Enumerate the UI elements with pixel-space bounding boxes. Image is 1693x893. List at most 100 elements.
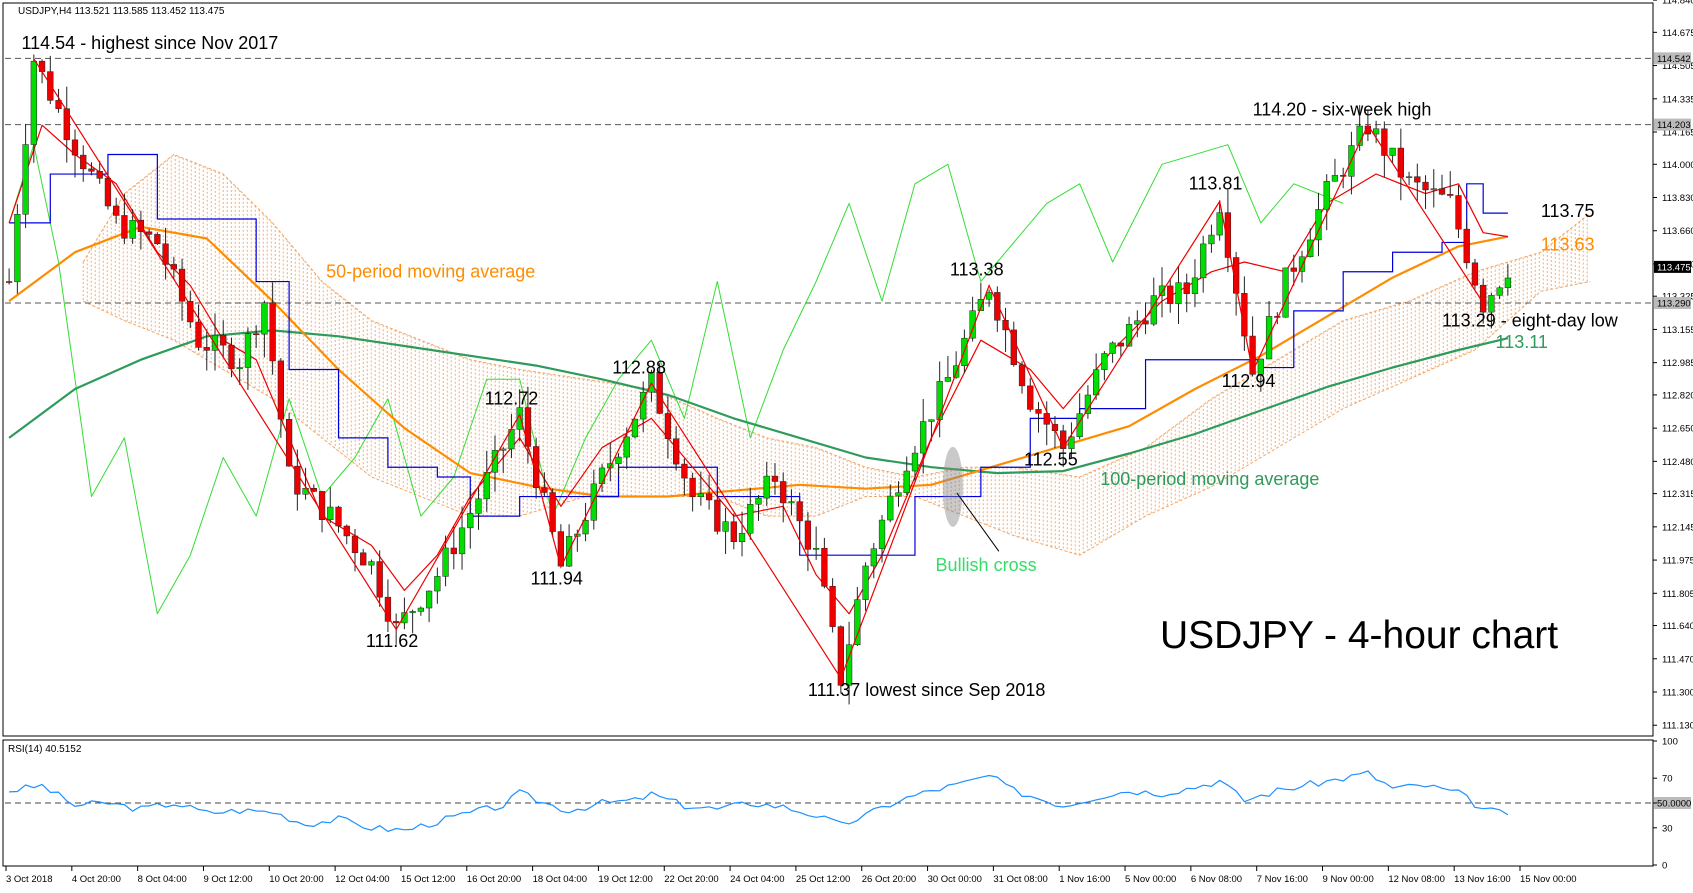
candle-body (763, 475, 770, 499)
candle-body (813, 547, 820, 550)
time-tick-label: 15 Nov 00:00 (1520, 874, 1577, 885)
candle-body (1447, 194, 1454, 196)
candle-body (1488, 295, 1495, 313)
rsi-tick-label: 70 (1662, 774, 1673, 785)
candle-body (887, 495, 894, 521)
candle-body (689, 477, 696, 498)
candle-body (203, 347, 210, 351)
candle-body (1167, 285, 1174, 304)
candle-body (434, 576, 441, 592)
candle-body (1323, 181, 1330, 210)
candle-body (796, 501, 803, 522)
time-tick-label: 19 Oct 12:00 (598, 874, 652, 885)
price-tick-label: 113.660 (1662, 226, 1693, 237)
annotation-label: 113.81 (1189, 174, 1243, 194)
rsi-level-label: 50.0000 (1657, 799, 1691, 810)
candle-body (944, 377, 952, 382)
price-tag-label: 114.203 (1657, 120, 1691, 131)
annotation-label: 113.75 (1541, 201, 1595, 221)
candle-body (417, 607, 424, 612)
candle-body (771, 475, 779, 482)
candle-body (121, 215, 128, 239)
candle-body (425, 590, 433, 609)
time-tick-label: 22 Oct 20:00 (664, 874, 718, 885)
candle-body (277, 360, 285, 420)
candle-body (1257, 358, 1264, 375)
candle-body (1084, 394, 1092, 414)
candle-body (1372, 128, 1380, 135)
candle-body (533, 446, 540, 488)
candle-body (673, 438, 680, 465)
candle-body (1331, 175, 1339, 182)
annotation-label: 112.55 (1024, 449, 1078, 469)
candle-body (1438, 188, 1446, 195)
time-tick-label: 10 Oct 20:00 (269, 874, 323, 885)
price-tick-label: 114.505 (1662, 61, 1693, 72)
time-tick-label: 30 Oct 00:00 (928, 874, 982, 885)
annotation-label: Bullish cross (936, 555, 1037, 575)
candle-body (1430, 188, 1437, 191)
candle-body (1471, 262, 1479, 286)
annotation-label: 111.37 lowest since Sep 2018 (808, 680, 1046, 700)
candle-body (977, 298, 984, 311)
candle-body (211, 334, 219, 351)
candle-body (1158, 285, 1166, 296)
candle-body (442, 547, 449, 577)
candle-body (1389, 147, 1396, 156)
price-tick-label: 111.975 (1662, 556, 1693, 567)
candle-body (1018, 364, 1026, 387)
candle-body (920, 421, 927, 454)
candle-body (285, 418, 293, 467)
bullish-cross-arrow (956, 492, 1000, 552)
candle-body (541, 487, 548, 493)
candle-body (327, 506, 334, 520)
rsi-header: RSI(14) 40.5152 (8, 744, 82, 755)
price-tag (1654, 118, 1691, 131)
candle-body (1101, 353, 1108, 370)
time-tick-label: 7 Nov 16:00 (1257, 874, 1308, 885)
price-tick-label: 114.165 (1662, 128, 1693, 139)
candle-body (1035, 409, 1042, 414)
candle-body (450, 547, 457, 555)
candle-body (360, 552, 367, 566)
time-tick-label: 5 Nov 00:00 (1125, 874, 1176, 885)
candle-body (878, 519, 886, 549)
annotation-label: 111.94 (531, 569, 583, 589)
price-tick-label: 112.985 (1662, 358, 1693, 369)
candle-body (1504, 277, 1512, 289)
annotation-label: 100-period moving average (1100, 469, 1319, 489)
price-tag (1654, 52, 1691, 65)
candle-body (244, 333, 252, 368)
candle-body (738, 532, 746, 543)
candle-body (14, 214, 21, 283)
candle-body (162, 243, 169, 265)
annotation-label: 111.62 (366, 631, 418, 651)
candle-body (80, 154, 87, 170)
candle-body (829, 586, 836, 627)
candle-body (55, 100, 62, 109)
candle-body (154, 234, 161, 245)
candle-body (705, 493, 713, 501)
candle-body (5, 281, 13, 283)
candle-body (582, 520, 589, 535)
price-tick-label: 111.130 (1662, 721, 1693, 732)
candle-body (1414, 176, 1421, 183)
candle-body (30, 60, 37, 145)
rsi-tick-label: 30 (1662, 823, 1673, 834)
candle-body (129, 219, 136, 239)
candle-body (755, 497, 762, 505)
candle-body (623, 436, 630, 458)
time-tick-label: 26 Oct 20:00 (862, 874, 916, 885)
price-tick-label: 112.820 (1662, 390, 1693, 401)
candle-body (1175, 282, 1182, 304)
price-tick-label: 112.650 (1662, 424, 1693, 435)
candle-body (821, 547, 828, 587)
candle-body (1010, 329, 1017, 365)
price-tick-label: 112.145 (1662, 522, 1693, 533)
candle-body (870, 548, 877, 567)
candle-body (1381, 128, 1388, 156)
rsi-tick-label: 0 (1662, 861, 1667, 872)
candle-body (335, 506, 342, 527)
chart-title: USDJPY - 4-hour chart (1160, 614, 1558, 657)
